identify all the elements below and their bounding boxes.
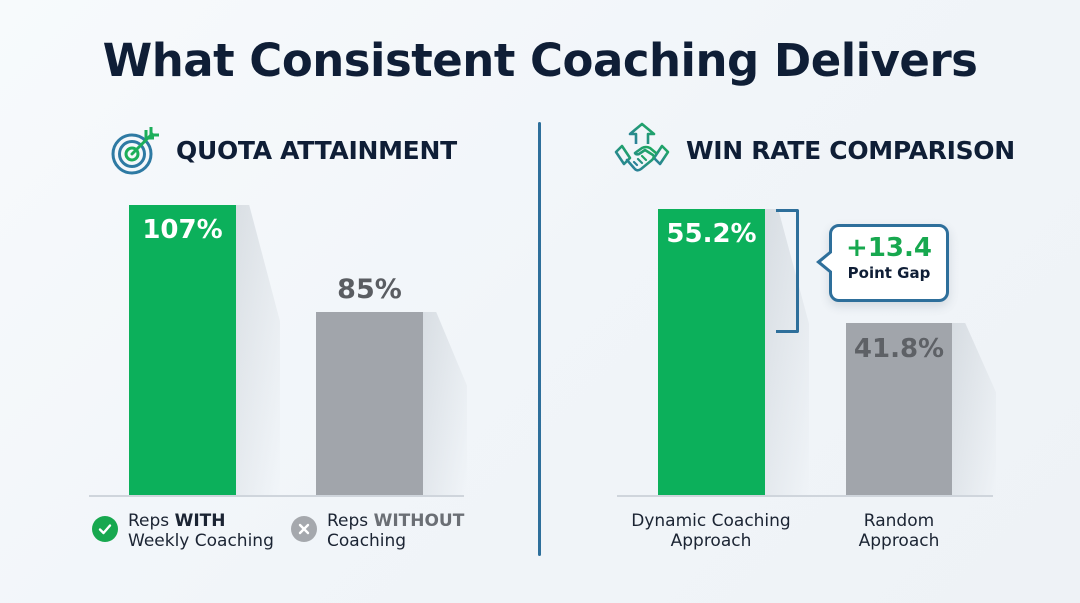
gap-value: +13.4 [846, 233, 932, 263]
gap-bracket [776, 209, 799, 333]
bar-without-coaching [316, 312, 423, 496]
bar-random-approach [846, 323, 952, 496]
legend-bold: WITHOUT [373, 511, 465, 531]
point-gap-callout: +13.4 Point Gap [816, 224, 949, 302]
x-axis-line [617, 495, 993, 497]
handshake-growth-icon [612, 122, 672, 178]
bar-shadow [952, 323, 996, 496]
win-rate-header: WIN RATE COMPARISON [612, 122, 1015, 178]
bar-dynamic-coaching [658, 209, 765, 496]
legend-item-with-coaching: Reps WITH Weekly Coaching [92, 511, 274, 551]
check-circle-icon [92, 516, 118, 542]
bar-with-coaching [129, 205, 236, 496]
x-axis-line [89, 495, 464, 497]
target-icon [110, 124, 162, 176]
bar-value-label: 41.8% [853, 334, 945, 364]
panel-heading: WIN RATE COMPARISON [686, 135, 1015, 165]
quota-attainment-header: QUOTA ATTAINMENT [110, 124, 457, 176]
bar-value-label: 107% [142, 215, 223, 245]
gap-label: Point Gap [847, 264, 931, 282]
legend-bold: WITH [174, 511, 226, 531]
bar-value-label: 55.2% [666, 219, 757, 249]
legend-item-without-coaching: Reps WITHOUT Coaching [291, 511, 464, 551]
page-title: What Consistent Coaching Delivers [102, 34, 978, 87]
category-label-random: Random Approach [858, 511, 940, 551]
panel-divider [538, 122, 541, 556]
bar-shadow [423, 312, 467, 496]
category-label-dynamic: Dynamic Coaching Approach [631, 511, 791, 551]
bar-value-label: 85% [337, 274, 402, 305]
x-circle-icon [291, 516, 317, 542]
bar-shadow [236, 205, 280, 496]
panel-heading: QUOTA ATTAINMENT [176, 135, 457, 165]
